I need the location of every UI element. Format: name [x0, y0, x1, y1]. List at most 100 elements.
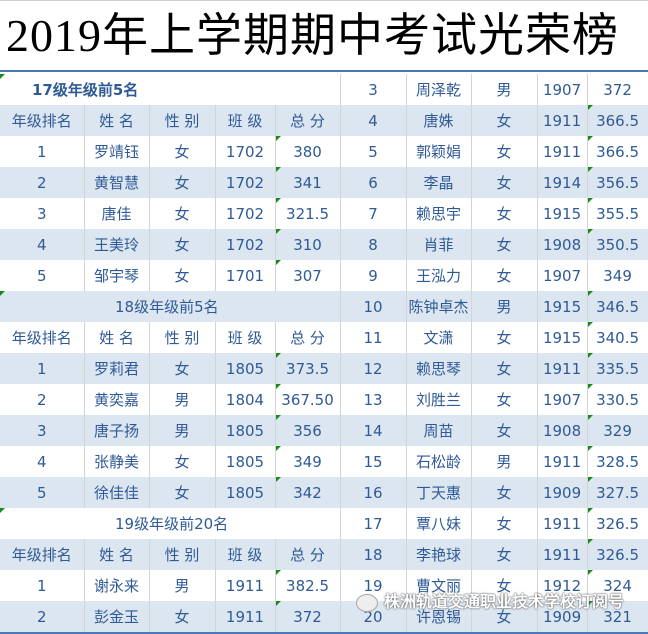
table-row: 4 王美玲女 1702 310 8 肖菲女 1908 350.5 — [0, 229, 648, 260]
gender-cell: 女 — [149, 198, 216, 229]
section-title: 17级年级前5名 — [0, 74, 341, 105]
rank-cell: 6 — [340, 167, 407, 198]
name-cell: 李艳球 — [406, 539, 472, 570]
score-cell: 380 — [275, 136, 341, 167]
table-row: 5 邹宇琴女 1701 307 9 王泓力女 1907 349 — [0, 260, 648, 291]
column-header: 总 分 — [275, 105, 341, 136]
class-cell: 1911 — [537, 508, 588, 539]
class-cell: 1909 — [537, 477, 588, 508]
score-cell: 307 — [275, 260, 341, 291]
class-cell: 1912 — [537, 570, 588, 601]
rank-cell: 12 — [340, 353, 407, 384]
table-row: 1 谢永来男 1911 382.5 19 曹文丽女 1912 324 — [0, 570, 648, 601]
class-cell: 1915 — [537, 198, 588, 229]
watermark-text: 株洲轨道交通职业技术学校订阅号 — [384, 592, 625, 611]
table-row: 3 唐子扬男 1805 356 14 周苗女 1908 329 — [0, 415, 648, 446]
gender-cell: 女 — [471, 353, 538, 384]
table-row: 1 罗靖钰女 1702 380 5 郭颖娟女 1911 366.5 — [0, 136, 648, 167]
class-cell: 1805 — [215, 353, 276, 384]
gender-cell: 女 — [471, 384, 538, 415]
score-cell: 366.5 — [587, 136, 648, 167]
table-row: 18级年级前5名 10 陈钟卓杰男 1915 346.5 — [0, 291, 648, 322]
score-cell: 349 — [275, 446, 341, 477]
score-cell: 324 — [587, 570, 648, 601]
rank-cell: 17 — [340, 508, 407, 539]
rank-cell: 2 — [0, 601, 85, 632]
score-cell: 355.5 — [587, 198, 648, 229]
class-cell: 1911 — [537, 105, 588, 136]
class-cell: 1805 — [215, 446, 276, 477]
table-row: 1 罗莉君女 1805 373.5 12 赖思琴女 1911 335.5 — [0, 353, 648, 384]
table-row: 3 唐佳女 1702 321.5 7 赖思宇女 1915 355.5 — [0, 198, 648, 229]
column-header: 总 分 — [275, 322, 341, 353]
name-cell: 陈钟卓杰 — [406, 291, 472, 322]
rank-cell: 1 — [0, 136, 85, 167]
class-cell: 1911 — [215, 601, 276, 632]
table-row: 年级排名姓 名性 别班 级总 分 11 文潇女 1915 340.5 — [0, 322, 648, 353]
score-cell: 342 — [275, 477, 341, 508]
class-cell: 1915 — [537, 322, 588, 353]
name-cell: 周泽乾 — [406, 74, 472, 105]
name-cell: 张静美 — [84, 446, 150, 477]
class-cell: 1701 — [215, 260, 276, 291]
score-cell: 326.5 — [587, 539, 648, 570]
table-row: 年级排名姓 名性 别班 级总 分 4 唐姝女 1911 366.5 — [0, 105, 648, 136]
rank-cell: 2 — [0, 384, 85, 415]
column-header: 性 别 — [149, 322, 216, 353]
name-cell: 丁天惠 — [406, 477, 472, 508]
gender-cell: 女 — [471, 570, 538, 601]
name-cell: 肖菲 — [406, 229, 472, 260]
class-cell: 1702 — [215, 198, 276, 229]
score-cell: 356 — [275, 415, 341, 446]
score-cell: 341 — [275, 167, 341, 198]
rank-cell: 14 — [340, 415, 407, 446]
name-cell: 周苗 — [406, 415, 472, 446]
class-cell: 1911 — [537, 539, 588, 570]
wechat-icon — [356, 593, 378, 612]
name-cell: 曹文丽 — [406, 570, 472, 601]
rank-cell: 10 — [340, 291, 407, 322]
name-cell: 谢永来 — [84, 570, 150, 601]
gender-cell: 女 — [149, 260, 216, 291]
class-cell: 1915 — [537, 291, 588, 322]
score-cell: 382.5 — [275, 570, 341, 601]
column-header: 班 级 — [215, 105, 276, 136]
gender-cell: 女 — [149, 353, 216, 384]
score-cell: 356.5 — [587, 167, 648, 198]
table-row: 年级排名姓 名性 别班 级总 分 18 李艳球女 1911 326.5 — [0, 539, 648, 570]
class-cell: 1907 — [537, 74, 588, 105]
score-cell: 367.50 — [275, 384, 341, 415]
column-header: 班 级 — [215, 322, 276, 353]
score-cell: 373.5 — [275, 353, 341, 384]
rank-cell: 9 — [340, 260, 407, 291]
gender-cell: 男 — [149, 570, 216, 601]
divider — [0, 632, 648, 634]
gender-cell: 女 — [471, 105, 538, 136]
gender-cell: 男 — [149, 384, 216, 415]
rank-cell: 11 — [340, 322, 407, 353]
table-row: 17级年级前5名 3 周泽乾男 1907 372 — [0, 74, 648, 105]
class-cell: 1909 — [537, 601, 588, 632]
column-header: 总 分 — [275, 539, 341, 570]
rank-cell: 2 — [0, 167, 85, 198]
gender-cell: 女 — [149, 446, 216, 477]
name-cell: 黄奕嘉 — [84, 384, 150, 415]
rank-cell: 13 — [340, 384, 407, 415]
name-cell: 王美玲 — [84, 229, 150, 260]
name-cell: 黄智慧 — [84, 167, 150, 198]
name-cell: 彭金玉 — [84, 601, 150, 632]
rank-cell: 3 — [0, 415, 85, 446]
name-cell: 李晶 — [406, 167, 472, 198]
class-cell: 1911 — [537, 353, 588, 384]
gender-cell: 女 — [471, 322, 538, 353]
watermark: 株洲轨道交通职业技术学校订阅号 — [356, 588, 624, 612]
score-cell: 321.5 — [275, 198, 341, 229]
gender-cell: 女 — [471, 167, 538, 198]
name-cell: 石松龄 — [406, 446, 472, 477]
gender-cell: 女 — [471, 601, 538, 632]
gender-cell: 女 — [471, 508, 538, 539]
name-cell: 刘胜兰 — [406, 384, 472, 415]
gender-cell: 男 — [471, 446, 538, 477]
rank-cell: 16 — [340, 477, 407, 508]
gender-cell: 女 — [149, 601, 216, 632]
